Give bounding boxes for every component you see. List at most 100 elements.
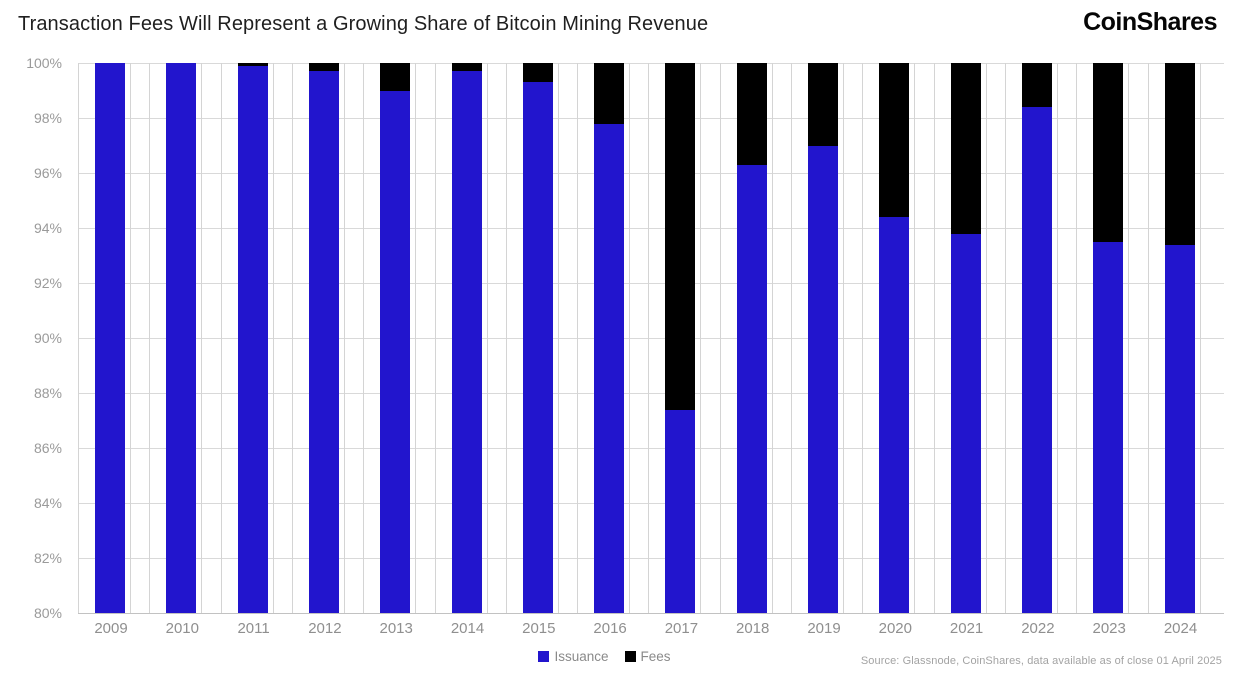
- fees-bar-segment: [879, 63, 910, 217]
- bar-2021: [950, 63, 981, 613]
- source-note: Source: Glassnode, CoinShares, data avai…: [860, 655, 1222, 667]
- gridline: [78, 63, 1224, 64]
- plot-area: [78, 63, 1224, 614]
- bar-column-2011: [220, 63, 274, 613]
- gridline: [78, 613, 1224, 614]
- issuance-bar-segment: [1093, 241, 1124, 613]
- bar-2020: [879, 63, 910, 613]
- fees-bar-segment: [308, 63, 339, 72]
- fees-bar-segment: [380, 63, 411, 91]
- fees-bar-segment: [1021, 63, 1052, 107]
- bar-2015: [522, 63, 553, 613]
- y-axis-tick-label: 92%: [33, 275, 62, 291]
- fees-bar-segment: [1164, 63, 1195, 245]
- x-axis-tick-label: 2016: [593, 620, 627, 637]
- x-axis-tick-label: 2020: [878, 620, 912, 637]
- coinshares-logo: CoinShares: [1083, 8, 1217, 36]
- issuance-bar-segment: [451, 71, 482, 613]
- fees-bar-segment: [237, 63, 268, 66]
- gridline: [78, 503, 1224, 504]
- bar-column-2023: [1076, 63, 1130, 613]
- issuance-bar-segment: [879, 217, 910, 613]
- y-axis-tick-label: 90%: [33, 330, 62, 346]
- issuance-bar-segment: [237, 65, 268, 613]
- x-axis-tick-label: 2009: [94, 620, 128, 637]
- bar-2011: [237, 63, 268, 613]
- bar-2022: [1021, 63, 1052, 613]
- y-axis-tick-label: 80%: [33, 605, 62, 621]
- x-axis-tick-label: 2018: [736, 620, 770, 637]
- y-axis-tick-label: 94%: [33, 220, 62, 236]
- fees-bar-segment: [736, 63, 767, 165]
- x-axis-tick-label: 2012: [308, 620, 342, 637]
- x-axis-tick-label: 2019: [807, 620, 841, 637]
- issuance-bar-segment: [808, 145, 838, 613]
- fees-bar-segment: [1093, 63, 1124, 242]
- x-axis-tick-label: 2022: [1021, 620, 1055, 637]
- issuance-bar-segment: [736, 164, 767, 613]
- bar-column-2017: [648, 63, 702, 613]
- chart-title: Transaction Fees Will Represent a Growin…: [18, 13, 709, 35]
- issuance-bar-segment: [1021, 107, 1052, 613]
- y-axis-tick-label: 86%: [33, 440, 62, 456]
- issuance-bar-segment: [665, 409, 696, 613]
- bar-column-2021: [933, 63, 987, 613]
- x-axis-tick-label: 2023: [1092, 620, 1126, 637]
- bar-column-2012: [291, 63, 345, 613]
- x-axis-tick-label: 2024: [1163, 620, 1198, 637]
- legend-swatch-fees: [624, 651, 636, 662]
- legend-swatch-issuance: [538, 651, 550, 662]
- x-axis: 2009 2010 2011 2012 2013 2014 2015 2016 2017 2018…: [0, 620, 1233, 640]
- bar-column-2015: [505, 63, 559, 613]
- y-axis-tick-label: 100%: [26, 55, 62, 71]
- legend-item-fees: Fees: [624, 649, 671, 664]
- issuance-bar-segment: [380, 90, 411, 613]
- fees-bar-segment: [808, 63, 838, 146]
- y-axis-tick-label: 88%: [33, 385, 62, 401]
- bar-column-2020: [862, 63, 916, 613]
- gridline: [78, 173, 1224, 174]
- x-axis-tick-label: 2013: [379, 620, 413, 637]
- y-axis: 100% 98% 96% 94% 92% 90% 88% 86% 84% 82% 80%: [0, 55, 68, 621]
- y-axis-tick-label: 82%: [33, 550, 62, 566]
- x-axis-tick-label: 2021: [949, 620, 984, 637]
- bar-2019: [808, 63, 838, 613]
- bar-column-2019: [791, 63, 844, 613]
- x-axis-tick-label: 2017: [664, 620, 699, 637]
- y-axis-tick-label: 98%: [33, 110, 62, 126]
- legend-label: Fees: [640, 649, 671, 664]
- bar-column-2018: [719, 63, 773, 613]
- bar-2013: [380, 63, 411, 613]
- issuance-bar-segment: [950, 233, 981, 613]
- fees-bar-segment: [665, 63, 696, 410]
- y-axis-tick-label: 84%: [33, 495, 62, 511]
- gridline: [78, 118, 1224, 119]
- gridline: [78, 283, 1224, 284]
- bar-column-2016: [577, 63, 631, 613]
- bar-2023: [1093, 63, 1124, 613]
- gridline: [78, 558, 1224, 559]
- issuance-bar-segment: [522, 82, 553, 613]
- bar-2018: [736, 63, 767, 613]
- gridline: [78, 448, 1224, 449]
- bar-2024: [1164, 63, 1195, 613]
- issuance-bar-segment: [594, 123, 625, 613]
- bar-column-2022: [1004, 63, 1058, 613]
- gridline: [78, 338, 1224, 339]
- x-axis-tick-label: 2015: [522, 620, 556, 637]
- x-axis-tick-label: 2011: [237, 620, 270, 637]
- issuance-bar-segment: [95, 63, 125, 613]
- fees-bar-segment: [594, 63, 625, 124]
- gridline: [78, 393, 1224, 394]
- bar-2010: [166, 63, 197, 613]
- bar-2009: [95, 63, 125, 613]
- bar-column-2010: [149, 63, 203, 613]
- fees-bar-segment: [522, 63, 553, 83]
- bar-column-2009: [78, 63, 131, 613]
- x-axis-tick-label: 2010: [165, 620, 199, 637]
- bar-column-2024: [1147, 63, 1201, 613]
- issuance-bar-segment: [166, 63, 197, 613]
- gridline: [78, 228, 1224, 229]
- bar-column-2014: [434, 63, 488, 613]
